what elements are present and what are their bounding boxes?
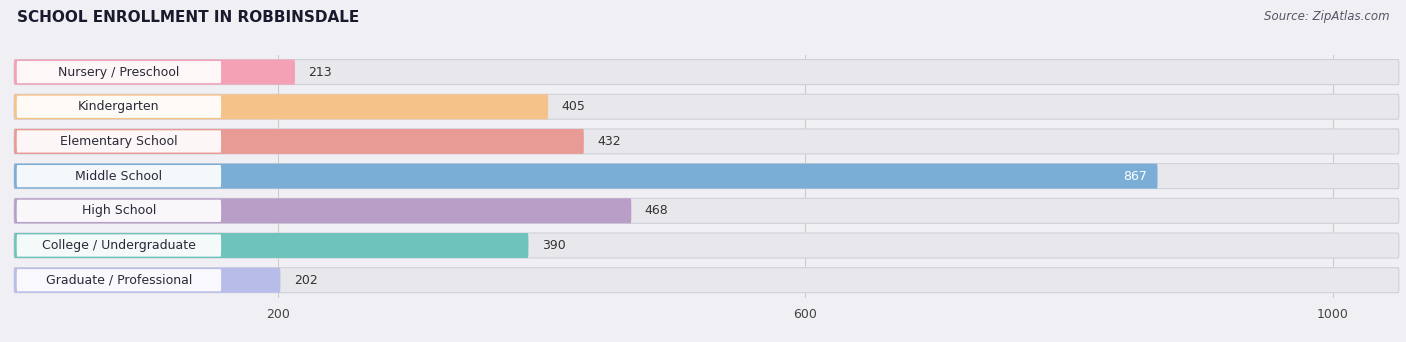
Text: 405: 405 bbox=[561, 100, 585, 113]
FancyBboxPatch shape bbox=[17, 130, 221, 153]
FancyBboxPatch shape bbox=[14, 198, 631, 223]
Text: Elementary School: Elementary School bbox=[60, 135, 177, 148]
FancyBboxPatch shape bbox=[14, 60, 1399, 84]
FancyBboxPatch shape bbox=[14, 268, 280, 293]
Text: 202: 202 bbox=[294, 274, 318, 287]
FancyBboxPatch shape bbox=[14, 268, 1399, 293]
FancyBboxPatch shape bbox=[17, 234, 221, 256]
Text: 432: 432 bbox=[598, 135, 620, 148]
Text: 213: 213 bbox=[308, 66, 332, 79]
FancyBboxPatch shape bbox=[14, 163, 1157, 189]
Text: High School: High School bbox=[82, 204, 156, 217]
Text: College / Undergraduate: College / Undergraduate bbox=[42, 239, 195, 252]
FancyBboxPatch shape bbox=[14, 233, 529, 258]
FancyBboxPatch shape bbox=[14, 129, 583, 154]
Text: Middle School: Middle School bbox=[76, 170, 163, 183]
Text: 468: 468 bbox=[644, 204, 668, 217]
FancyBboxPatch shape bbox=[14, 94, 1399, 119]
FancyBboxPatch shape bbox=[14, 198, 1399, 223]
FancyBboxPatch shape bbox=[17, 96, 221, 118]
FancyBboxPatch shape bbox=[14, 163, 1399, 189]
Text: 390: 390 bbox=[541, 239, 565, 252]
FancyBboxPatch shape bbox=[17, 61, 221, 83]
Text: Nursery / Preschool: Nursery / Preschool bbox=[58, 66, 180, 79]
Text: SCHOOL ENROLLMENT IN ROBBINSDALE: SCHOOL ENROLLMENT IN ROBBINSDALE bbox=[17, 10, 359, 25]
FancyBboxPatch shape bbox=[14, 129, 1399, 154]
FancyBboxPatch shape bbox=[17, 165, 221, 187]
FancyBboxPatch shape bbox=[14, 94, 548, 119]
Text: Kindergarten: Kindergarten bbox=[79, 100, 160, 113]
Text: 867: 867 bbox=[1123, 170, 1147, 183]
FancyBboxPatch shape bbox=[17, 269, 221, 291]
FancyBboxPatch shape bbox=[17, 200, 221, 222]
FancyBboxPatch shape bbox=[14, 233, 1399, 258]
Text: Graduate / Professional: Graduate / Professional bbox=[46, 274, 193, 287]
FancyBboxPatch shape bbox=[14, 60, 295, 84]
Text: Source: ZipAtlas.com: Source: ZipAtlas.com bbox=[1264, 10, 1389, 23]
